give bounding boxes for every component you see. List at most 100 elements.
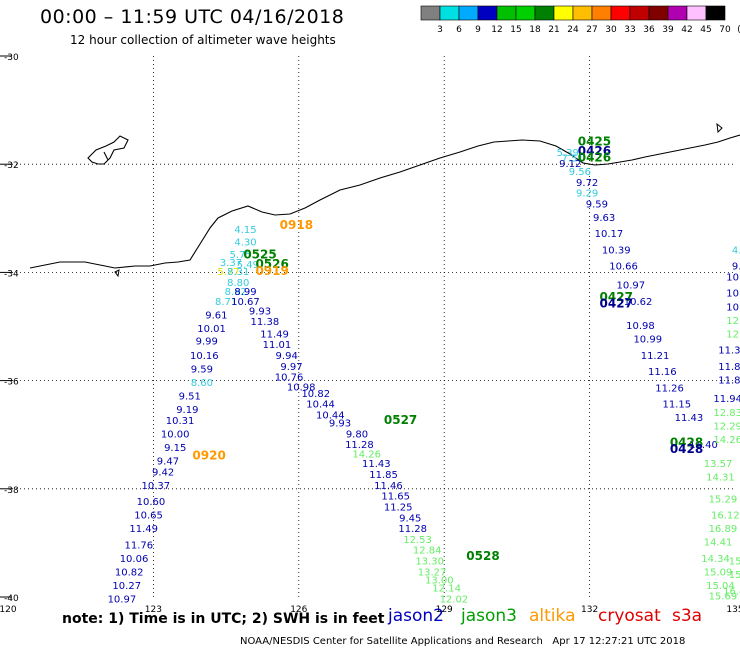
swh-value: 8.99 — [234, 287, 256, 298]
swh-value: 12.84 — [413, 546, 442, 557]
swh-value: 10.44 — [316, 410, 345, 421]
swh-value: 9.99 — [196, 336, 218, 347]
swh-value: 9.93 — [329, 419, 351, 430]
pass-time-label: 0427 — [600, 290, 633, 304]
swh-value: 9.19 — [176, 405, 198, 416]
color-scale-label: 45 — [700, 25, 711, 35]
color-scale-label: 9 — [475, 25, 481, 35]
swh-value: 8.80 — [227, 278, 249, 289]
swh-value: 9.80 — [346, 429, 368, 440]
lon-tick-label: 126 — [290, 605, 307, 615]
swh-value: 9.15 — [164, 443, 186, 454]
swh-value: 7.51 — [562, 153, 584, 164]
swh-value: 9.12 — [559, 159, 581, 170]
swh-value: 11.43 — [362, 459, 391, 470]
swh-value: 12.3 — [726, 316, 740, 327]
swh-value: 9.0 — [732, 262, 740, 273]
swh-value: 13.27 — [418, 567, 447, 578]
lat-tick-label: -40 — [4, 594, 19, 604]
color-scale-label: 3 — [437, 25, 443, 35]
swh-value: 12.53 — [403, 535, 432, 546]
color-scale-label: 15 — [510, 25, 521, 35]
satellite-altika: altika — [529, 606, 576, 626]
swh-value: 10.65 — [134, 511, 163, 522]
lat-tick-label: -30 — [4, 53, 19, 63]
color-swatch — [705, 5, 726, 21]
lat-tick-label: -38 — [4, 486, 19, 496]
swh-value: 8.92 — [225, 287, 247, 298]
color-scale-label: 30 — [605, 25, 617, 35]
pass-time-label: 0528 — [466, 549, 499, 563]
swh-value: 13.00 — [425, 575, 454, 586]
swh-value: 9.63 — [593, 213, 615, 224]
pass-time-label: 0919 — [255, 264, 288, 278]
swh-value: 14.34 — [701, 554, 730, 565]
map-note: note: 1) Time is in UTC; 2) SWH is in fe… — [62, 611, 385, 627]
satellite-cryosat: cryosat — [598, 606, 661, 626]
swh-value: 11.28 — [345, 440, 374, 451]
color-scale-label: 42 — [681, 25, 692, 35]
swh-value: 12.14 — [432, 584, 461, 595]
swh-value: 16.89 — [709, 524, 738, 535]
swh-value: 9.61 — [205, 310, 227, 321]
swh-value: 11.40 — [689, 440, 718, 451]
swh-value: 14.31 — [706, 473, 735, 484]
lon-tick-label: 120 — [0, 605, 17, 615]
swh-value: 10.37 — [142, 481, 171, 492]
swh-value: 11.49 — [260, 329, 289, 340]
footer-credit: NOAA/NESDIS Center for Satellite Applica… — [240, 636, 686, 647]
swh-value: 9.97 — [280, 362, 302, 373]
swh-value: 9.56 — [569, 167, 591, 178]
swh-value: 9.42 — [152, 467, 174, 478]
color-scale-label: 24 — [567, 25, 579, 35]
swh-value: 14.41 — [704, 538, 733, 549]
swh-value: 10.44 — [306, 400, 335, 411]
swh-value: 8.71 — [215, 297, 237, 308]
pass-time-label: 0428 — [670, 442, 703, 456]
swh-value: 11.65 — [381, 492, 410, 503]
swh-value: 11.49 — [129, 524, 158, 535]
pass-time-label: 0426 — [578, 144, 611, 158]
pass-time-label: 0527 — [384, 413, 417, 427]
satellite-s3a: s3a — [672, 606, 703, 626]
swh-value: 4.30 — [234, 237, 256, 248]
swh-value: 10.82 — [115, 567, 144, 578]
map-subtitle: 12 hour collection of altimeter wave hei… — [70, 33, 336, 47]
swh-labels: 4.154.30 5.753.375.495.778.318.808.928.99… — [108, 134, 740, 605]
swh-value: 3.37 — [220, 258, 242, 269]
satellite-jason3: jason3 — [461, 606, 517, 626]
swh-value: 11.83 — [718, 375, 740, 386]
pass-time-label: 0427 — [600, 297, 633, 311]
swh-value: 15.09 — [704, 567, 733, 578]
swh-value: 13.57 — [704, 459, 733, 470]
swh-value: 5.75 — [230, 250, 252, 261]
swh-value: 11.94 — [713, 394, 740, 405]
pass-time-label: 0918 — [280, 218, 313, 232]
swh-value: 10.76 — [275, 373, 304, 384]
swh-value: 9.93 — [249, 307, 271, 318]
swh-value: 15.8 — [729, 570, 740, 581]
swh-value: 11.16 — [648, 367, 677, 378]
color-scale-label: 12 — [491, 25, 502, 35]
color-scale-label: 27 — [586, 25, 597, 35]
color-scale-label: 33 — [624, 25, 635, 35]
color-scale-label: 6 — [456, 25, 462, 35]
coastline — [29, 134, 740, 269]
swh-value: 10.8 — [726, 302, 740, 313]
lon-tick-label: 132 — [581, 605, 598, 615]
pass-time-label: 0920 — [192, 449, 225, 463]
swh-value: 10.82 — [301, 389, 330, 400]
swh-value: 10.60 — [137, 497, 166, 508]
swh-value: 10.16 — [190, 351, 219, 362]
swh-value: 11.28 — [398, 524, 427, 535]
swh-value: 9.51 — [179, 392, 201, 403]
swh-value: 8.60 — [191, 378, 213, 389]
small-island — [716, 122, 723, 134]
swh-value: 10.17 — [595, 229, 624, 240]
satellite-jason2: jason2 — [388, 606, 444, 626]
pass-time-label: 0426 — [578, 150, 611, 164]
lon-tick-label: 135 — [726, 605, 740, 615]
swh-value: 10.98 — [626, 321, 655, 332]
